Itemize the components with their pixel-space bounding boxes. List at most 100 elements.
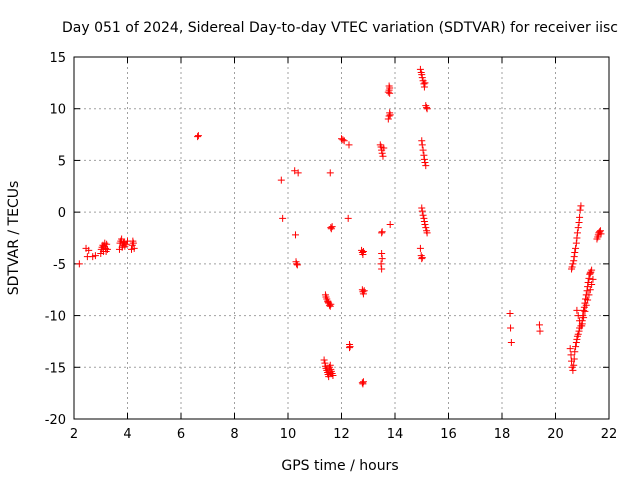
x-tick-label: 14 [387,427,404,442]
y-axis-label: SDTVAR / TECUs [6,181,22,296]
data-point [571,348,579,356]
data-point [423,105,431,113]
data-point [293,261,301,269]
data-point [581,307,589,315]
data-point [573,234,581,242]
data-point [279,214,287,222]
data-point [423,104,431,112]
data-point [326,169,334,177]
data-point [325,373,333,381]
data-point [572,338,580,346]
data-point [597,230,605,238]
x-tick-label: 18 [494,427,511,442]
data-point [418,137,426,145]
data-point [418,71,426,79]
data-point [419,211,427,219]
data-point [577,202,585,210]
data-point [422,224,430,232]
data-point [580,306,588,314]
data-point [568,263,576,271]
x-tick-label: 4 [123,427,131,442]
data-point [194,132,202,140]
y-tick-label: -5 [53,258,66,273]
data-point [420,83,428,91]
data-point [421,221,429,229]
data-points [75,65,605,388]
data-point [122,240,130,248]
data-point [378,265,386,273]
data-point [571,248,579,256]
data-point [416,244,424,252]
data-point [418,254,426,262]
data-point [386,111,394,119]
data-point [194,133,202,141]
data-point [346,343,354,351]
data-point [569,366,577,374]
data-point [585,291,593,299]
data-point [359,251,367,259]
data-point [416,65,424,73]
data-point [570,257,578,265]
y-tick-label: 5 [58,154,66,169]
data-point [569,260,577,268]
data-point [291,231,299,239]
data-point [573,229,581,237]
data-point [567,351,575,359]
data-point [580,314,588,322]
data-point [418,74,426,82]
data-point [586,269,594,277]
data-point [573,306,581,314]
data-point [379,152,387,160]
data-point [386,221,394,229]
data-point [420,155,428,163]
data-point [420,151,428,159]
data-point [385,82,393,90]
data-point [384,115,392,123]
data-point [588,281,596,289]
data-point [75,260,83,268]
data-point [346,344,354,352]
data-point [339,136,347,144]
data-point [506,310,514,318]
data-point [535,321,543,329]
data-point [576,213,584,221]
data-point [536,327,544,335]
data-point [418,204,426,212]
data-point [588,266,596,274]
tick-labels: 2 4 6 8 10 12 14 16 18 20 22 -20 -15 -10 -5 0 5 10 15 [45,51,618,442]
data-point [277,176,285,184]
data-point [359,290,367,298]
data-point [378,228,386,236]
y-tick-label: 0 [58,206,66,221]
data-point [582,301,590,309]
y-tick-label: -15 [45,361,66,376]
data-point [103,245,111,253]
data-point [378,229,386,237]
data-point [358,379,366,387]
data-point [572,244,580,252]
data-point [420,80,428,88]
data-point [575,327,583,335]
x-tick-label: 12 [333,427,350,442]
data-point [596,227,604,235]
grid-lines [74,57,609,419]
data-point [377,260,385,268]
data-point [572,239,580,247]
data-point [566,345,574,353]
data-point [418,141,426,149]
data-point [586,286,594,294]
y-tick-label: -20 [45,413,66,428]
data-point [378,149,386,157]
data-point [385,112,393,120]
data-point [507,338,515,346]
x-tick-label: 16 [440,427,457,442]
data-point [418,207,426,215]
data-point [344,214,352,222]
data-point [294,169,302,177]
data-point [574,224,582,232]
data-point [421,158,429,166]
x-tick-label: 6 [177,427,185,442]
data-point [578,320,586,328]
data-point [573,335,581,343]
data-point [420,214,428,222]
